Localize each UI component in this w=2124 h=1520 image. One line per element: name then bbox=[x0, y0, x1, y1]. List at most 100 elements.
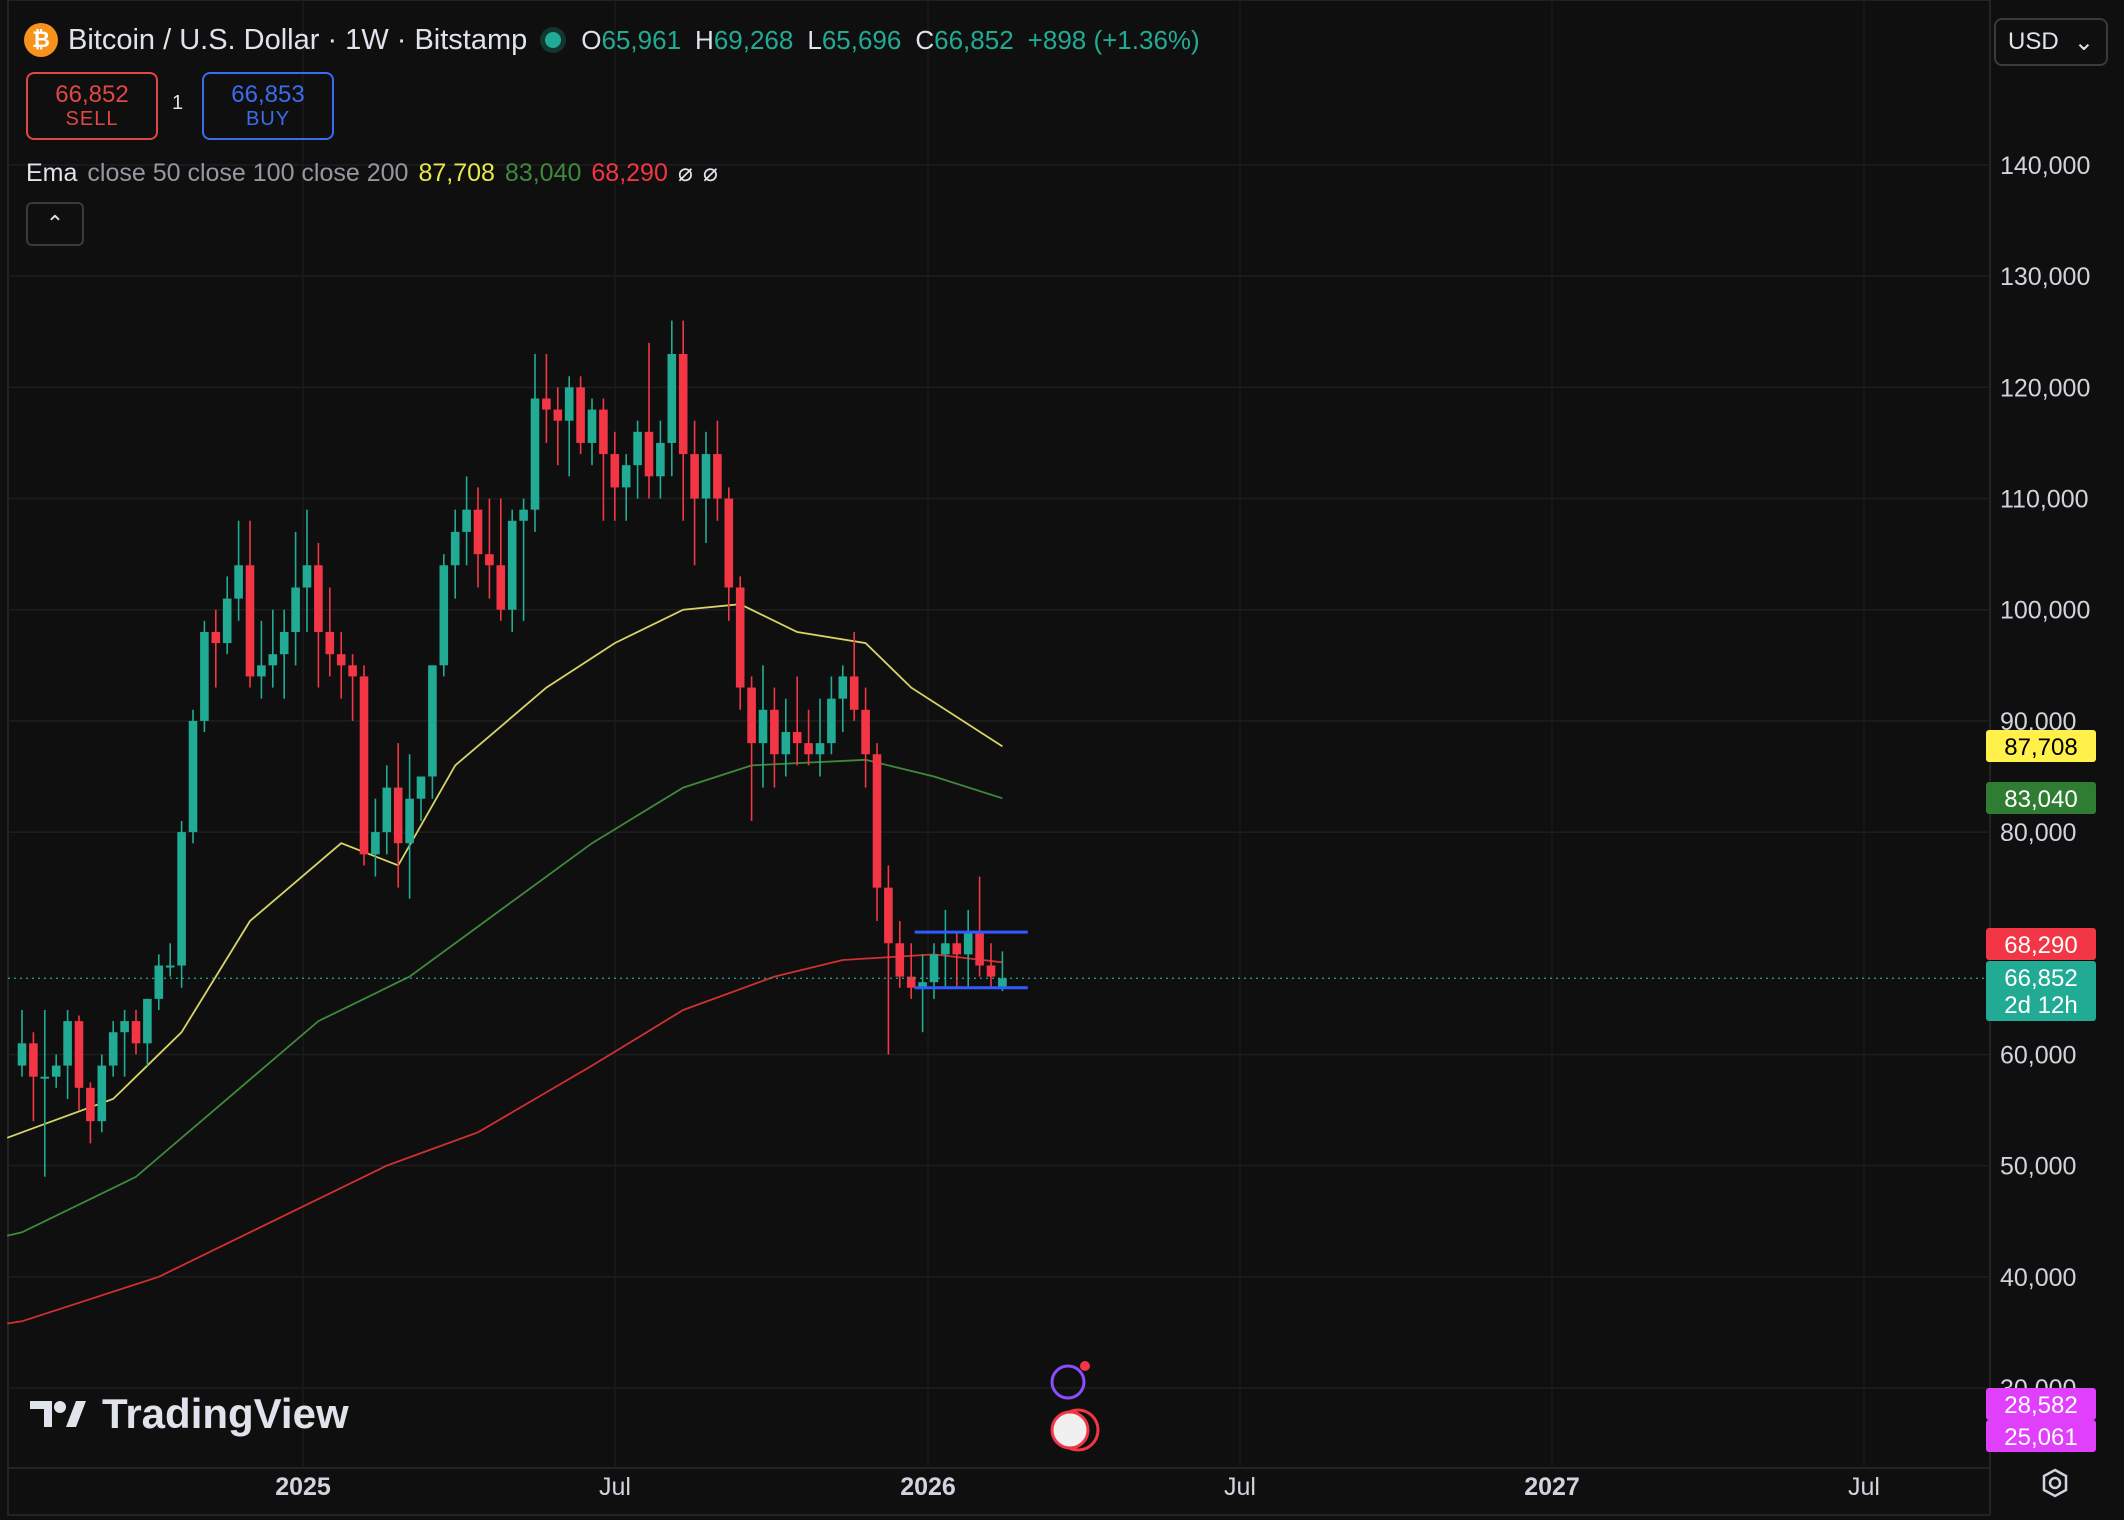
candle-body bbox=[530, 398, 540, 510]
y-tick-label: 60,000 bbox=[2000, 1041, 2076, 1069]
candle-body bbox=[485, 554, 494, 566]
candle-body bbox=[542, 398, 551, 410]
candle-body bbox=[188, 720, 198, 833]
y-tick-label: 140,000 bbox=[2000, 152, 2090, 180]
y-tick-label: 110,000 bbox=[2000, 486, 2089, 514]
candle-body bbox=[633, 431, 642, 466]
ema50-value: 87,708 bbox=[418, 158, 495, 187]
price-label-bg bbox=[1986, 928, 2096, 960]
price-label: 66,852 bbox=[2004, 965, 2077, 992]
price-label: 28,582 bbox=[2004, 1392, 2077, 1419]
candle-body bbox=[781, 732, 791, 755]
price-label: 83,040 bbox=[2004, 786, 2077, 813]
candle-body bbox=[428, 665, 437, 777]
x-tick-label: 2025 bbox=[275, 1473, 331, 1501]
candle-body bbox=[97, 1065, 107, 1122]
x-tick-label: Jul bbox=[1848, 1473, 1880, 1501]
tradingview-icon bbox=[30, 1401, 86, 1427]
candle-body bbox=[439, 565, 449, 666]
candle-body bbox=[576, 387, 585, 443]
buy-button[interactable]: 66,853 BUY bbox=[202, 72, 334, 140]
currency-select[interactable]: USD ⌄ bbox=[1994, 18, 2108, 66]
candle-body bbox=[211, 631, 221, 644]
x-tick-label: 2027 bbox=[1524, 1473, 1580, 1501]
spread-value: 1 bbox=[172, 92, 184, 114]
candle-body bbox=[131, 1021, 141, 1044]
candle-body bbox=[462, 509, 471, 532]
candle-body bbox=[701, 454, 711, 499]
candle-body bbox=[154, 965, 164, 999]
ema-legend[interactable]: Ema close 50 close 100 close 200 87,708 … bbox=[26, 158, 718, 188]
candle-body bbox=[165, 965, 175, 968]
candle-body bbox=[895, 943, 905, 977]
x-tick-label: Jul bbox=[1224, 1473, 1256, 1501]
price-label-bg bbox=[1986, 782, 2096, 814]
ema100-value: 83,040 bbox=[504, 158, 582, 187]
price-label-bg bbox=[1986, 730, 2096, 762]
candle-body bbox=[268, 654, 278, 666]
candle-body bbox=[325, 631, 335, 655]
y-tick-label: 100,000 bbox=[2000, 597, 2090, 625]
candle-body bbox=[473, 509, 483, 555]
candle-body bbox=[827, 698, 836, 744]
ohlc-values: O65,961 H69,268 L65,696 C66,852 +898 (+1… bbox=[581, 24, 1200, 55]
y-tick-label: 50,000 bbox=[2000, 1153, 2076, 1181]
notification-dot-icon bbox=[1080, 1361, 1090, 1371]
candle-body bbox=[291, 587, 300, 632]
market-open-icon bbox=[545, 32, 562, 48]
price-label: 87,708 bbox=[2004, 734, 2077, 761]
candle-body bbox=[644, 431, 654, 477]
candle-body bbox=[713, 454, 722, 499]
candle-body bbox=[177, 832, 186, 966]
candle-body bbox=[314, 565, 323, 632]
candle-body bbox=[838, 676, 848, 699]
collapse-chevron-icon[interactable]: ⌃ bbox=[26, 202, 84, 246]
candle-body bbox=[770, 709, 779, 755]
candle-body bbox=[656, 442, 665, 477]
candle-body bbox=[348, 665, 357, 677]
candle-body bbox=[872, 754, 882, 888]
candle-body bbox=[519, 509, 528, 521]
price-label-bg bbox=[1986, 1388, 2096, 1420]
x-tick-label: Jul bbox=[599, 1473, 631, 1501]
candle-body bbox=[496, 565, 506, 610]
price-label: 68,290 bbox=[2004, 932, 2077, 959]
candle-body bbox=[918, 982, 927, 988]
candle-body bbox=[200, 631, 209, 721]
candle-body bbox=[234, 565, 243, 599]
candle-body bbox=[108, 1032, 118, 1066]
price-change: +898 (+1.36%) bbox=[1027, 24, 1200, 55]
candle-body bbox=[998, 978, 1007, 989]
candle-body bbox=[906, 976, 916, 988]
candle-body bbox=[222, 598, 232, 644]
candle-body bbox=[302, 565, 312, 588]
candle-body bbox=[735, 587, 745, 688]
symbol-header: ₿ Bitcoin / U.S. Dollar · 1W · Bitstamp … bbox=[24, 18, 1200, 62]
candle-body bbox=[245, 565, 255, 677]
us-flag-icon bbox=[1050, 1410, 1090, 1450]
candle-body bbox=[963, 932, 973, 955]
candle-body bbox=[63, 1021, 72, 1066]
settings-gear-icon[interactable] bbox=[2040, 1468, 2070, 1498]
y-tick-label: 80,000 bbox=[2000, 819, 2076, 847]
candle-body bbox=[405, 798, 414, 844]
bitcoin-icon: ₿ bbox=[24, 23, 58, 57]
symbol-title[interactable]: Bitcoin / U.S. Dollar · 1W · Bitstamp bbox=[68, 23, 528, 56]
candle-body bbox=[17, 1043, 27, 1066]
price-label-bg bbox=[1986, 961, 2096, 1021]
candle-body bbox=[747, 687, 756, 744]
candle-body bbox=[120, 1021, 129, 1033]
candle-body bbox=[941, 943, 950, 955]
candle-body bbox=[952, 943, 962, 955]
sell-button[interactable]: 66,852 SELL bbox=[26, 72, 158, 140]
y-tick-label: 120,000 bbox=[2000, 374, 2090, 402]
candle-body bbox=[975, 932, 984, 966]
candle-body bbox=[382, 787, 392, 833]
candle-body bbox=[553, 409, 563, 421]
candle-body bbox=[450, 531, 460, 566]
candle-body bbox=[29, 1043, 38, 1077]
ema200-line bbox=[7, 953, 1003, 1325]
candle-body bbox=[336, 654, 346, 666]
candle-body bbox=[257, 665, 266, 677]
